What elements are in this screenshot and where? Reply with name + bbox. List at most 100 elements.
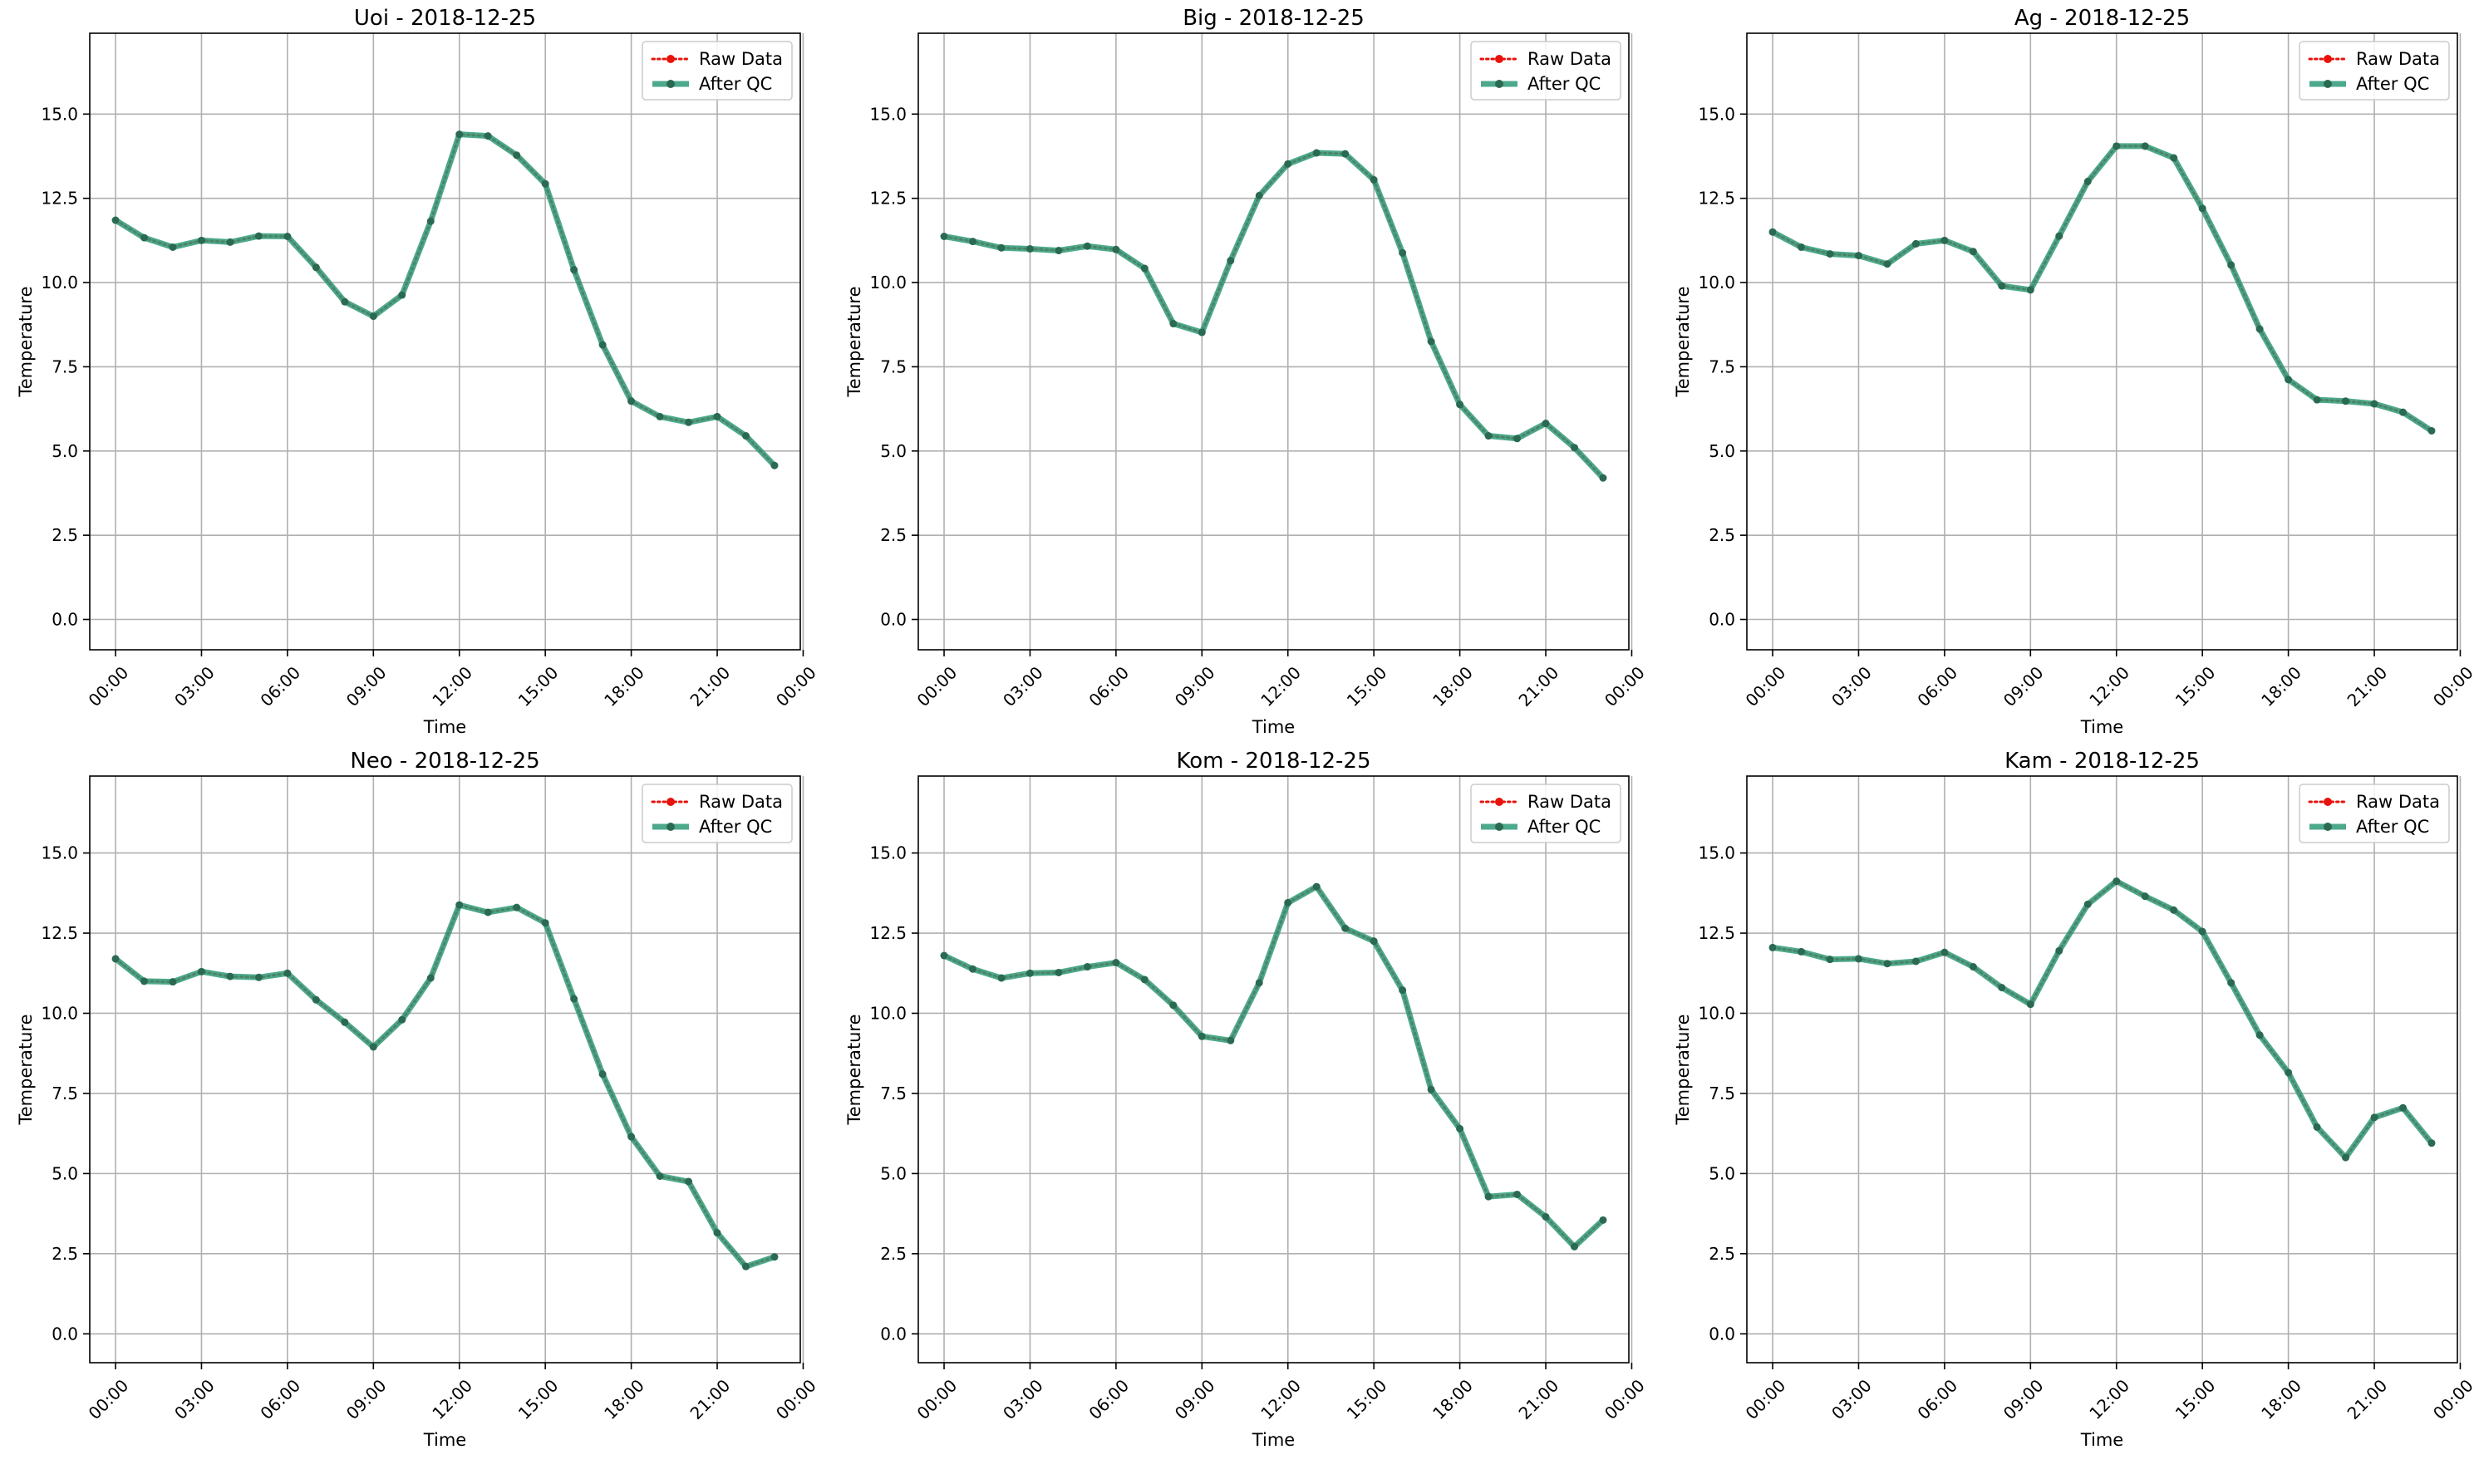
after-qc-point [2285, 376, 2293, 384]
x-tick-label: 12:00 [428, 1375, 476, 1423]
after-qc-point [1484, 1192, 1493, 1201]
x-tick-label: 18:00 [2257, 662, 2305, 710]
x-tick-label: 18:00 [2257, 1375, 2305, 1423]
after-qc-point [1599, 1216, 1607, 1224]
subplot-5: 0.0 2.5 5.0 7.5 10.0 12.5 15.0 00:00 03:00 06:00 0… [844, 749, 1649, 1450]
raw-data-line [942, 151, 1605, 479]
y-tick-label: 2.5 [880, 1244, 907, 1264]
after-qc-point [1883, 260, 1891, 268]
legend-qc-marker [666, 823, 675, 831]
x-tick-label: 15:00 [1343, 1375, 1391, 1423]
after-qc-line [1772, 878, 2434, 1161]
after-qc-point [1854, 252, 1862, 260]
after-qc-point [1969, 248, 1977, 256]
legend: Raw Data After QC [642, 41, 793, 101]
after-qc-point [254, 973, 263, 981]
after-qc-point [484, 908, 492, 916]
x-tick-label: 21:00 [686, 1375, 735, 1423]
legend-qc-marker [1495, 80, 1503, 88]
after-qc-point [940, 232, 948, 240]
after-qc-point [455, 901, 464, 909]
legend-label-qc: After QC [1527, 817, 1601, 837]
x-tick-label: 15:00 [1343, 662, 1391, 710]
x-tick-label: 12:00 [428, 662, 476, 710]
y-tick-label: 0.0 [52, 610, 78, 630]
y-tick-label: 12.5 [41, 923, 78, 943]
y-tick-label: 5.0 [1709, 1163, 1735, 1183]
x-tick-label: 00:00 [913, 1375, 962, 1423]
x-tick-label: 12:00 [2085, 662, 2133, 710]
after-qc-point [940, 951, 948, 960]
after-qc-point [1826, 250, 1834, 258]
after-qc-point [1940, 948, 1949, 956]
after-qc-point [1312, 882, 1321, 891]
after-qc-point [1112, 959, 1120, 967]
after-qc-point [969, 965, 977, 973]
after-qc-point [226, 238, 234, 246]
x-axis-label: Time [423, 1430, 466, 1450]
legend-raw-marker [2324, 55, 2332, 63]
y-tick-label: 2.5 [1709, 525, 1735, 545]
y-tick-label: 7.5 [1709, 356, 1735, 376]
after-qc-point [2055, 232, 2063, 240]
y-tick-label: 0.0 [1709, 1324, 1735, 1344]
after-qc-point [2255, 325, 2264, 333]
after-qc-point [969, 238, 977, 246]
after-qc-point [1370, 175, 1378, 184]
x-tick-label: 18:00 [600, 662, 648, 710]
x-tick-label: 06:00 [1085, 1375, 1133, 1423]
subplot-6: 0.0 2.5 5.0 7.5 10.0 12.5 15.0 00:00 03:00 06:00 0… [1673, 749, 2477, 1450]
after-qc-point [1570, 1242, 1578, 1251]
after-qc-point [2055, 946, 2063, 955]
x-tick-label: 21:00 [686, 662, 735, 710]
legend-qc-marker [666, 80, 675, 88]
after-qc-point [713, 1229, 721, 1237]
after-qc-point [2141, 892, 2149, 901]
after-qc-line [942, 883, 1606, 1250]
axes-frame [917, 775, 1630, 1364]
after-qc-point [541, 179, 549, 188]
after-qc-point [254, 232, 263, 240]
after-qc-point [2227, 261, 2236, 269]
subplot-title: Ag - 2018-12-25 [2014, 6, 2190, 31]
after-qc-point [1798, 947, 1806, 956]
after-qc-point [1227, 257, 1235, 265]
legend: Raw Data After QC [2299, 41, 2450, 101]
after-qc-point [2370, 400, 2378, 408]
after-qc-point [685, 1177, 693, 1186]
y-tick-label: 10.0 [869, 1003, 907, 1023]
after-qc-point [369, 312, 377, 321]
after-qc-point [2342, 1153, 2350, 1162]
legend-qc-marker [2324, 80, 2332, 88]
x-tick-label: 09:00 [1999, 1375, 2048, 1423]
legend-label-qc: After QC [2356, 74, 2429, 94]
y-tick-label: 15.0 [869, 104, 907, 124]
after-qc-point [1341, 150, 1350, 158]
y-tick-label: 0.0 [52, 1324, 78, 1344]
after-qc-point [140, 233, 149, 242]
x-axis-label: Time [1252, 717, 1295, 737]
after-qc-point [713, 412, 721, 420]
legend: Raw Data After QC [2299, 784, 2450, 843]
after-qc-point [1768, 228, 1777, 236]
x-tick-label: 15:00 [2172, 1375, 2220, 1423]
x-axis-label: Time [2080, 1430, 2123, 1450]
after-qc-point [2026, 286, 2034, 294]
x-tick-label: 00:00 [2429, 662, 2477, 710]
x-tick-label: 00:00 [2429, 1375, 2477, 1423]
subplot-title: Big - 2018-12-25 [1183, 6, 1365, 31]
y-tick-label: 12.5 [1698, 189, 1735, 209]
after-qc-point [1399, 248, 1407, 257]
x-tick-label: 21:00 [1515, 1375, 1563, 1423]
after-qc-point [2427, 1139, 2436, 1147]
after-qc-point [1112, 245, 1120, 253]
after-qc-point [2083, 900, 2092, 908]
after-qc-point [1513, 435, 1522, 443]
subplot-1: 0.0 2.5 5.0 7.5 10.0 12.5 15.0 00:00 03:00 06:00 0… [16, 6, 820, 737]
y-axis-label: Temperature [16, 1014, 36, 1125]
y-tick-label: 12.5 [41, 189, 78, 209]
after-qc-point [1198, 1032, 1206, 1040]
legend-qc-marker [1495, 823, 1503, 831]
after-qc-point [997, 243, 1006, 252]
